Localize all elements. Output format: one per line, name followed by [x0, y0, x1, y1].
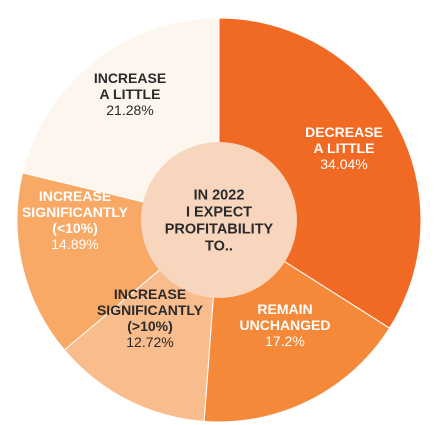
center-disc — [141, 142, 297, 298]
slice-value-1: 17.2% — [265, 333, 305, 349]
center-label-line-2: PROFITABILITY — [165, 222, 274, 238]
slice-value-2: 12.72% — [126, 334, 173, 350]
slice-value-3: 14.89% — [51, 236, 98, 252]
center-label-line-3: TO.. — [205, 239, 233, 255]
slice-value-4: 21.28% — [106, 102, 153, 118]
slice-name-3-line-2: (<10%) — [52, 220, 98, 236]
slice-name-4-line-1: A LITTLE — [100, 86, 161, 102]
slice-name-1-line-1: UNCHANGED — [240, 317, 331, 333]
center-label-line-0: IN 2022 — [194, 188, 245, 204]
slice-name-2-line-0: INCREASE — [114, 286, 186, 302]
slice-name-1-line-0: REMAIN — [257, 301, 312, 317]
slice-name-0-line-0: DECREASE — [305, 124, 383, 140]
slice-name-2-line-1: SIGNIFICANTLY — [97, 302, 204, 318]
slice-name-3-line-1: SIGNIFICANTLY — [22, 204, 129, 220]
slice-name-4-line-0: INCREASE — [94, 70, 166, 86]
slice-name-2-line-2: (>10%) — [127, 318, 173, 334]
slice-name-0-line-1: A LITTLE — [314, 140, 375, 156]
slice-value-0: 34.04% — [320, 156, 367, 172]
center-label-line-1: I EXPECT — [186, 205, 252, 221]
slice-name-3-line-0: INCREASE — [39, 188, 111, 204]
